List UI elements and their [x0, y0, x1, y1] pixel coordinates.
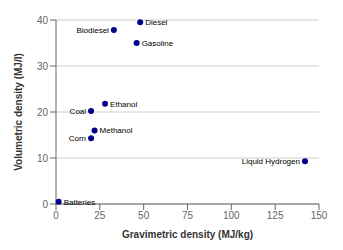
svg-text:0: 0	[53, 210, 59, 221]
svg-text:25: 25	[94, 210, 106, 221]
svg-text:50: 50	[138, 210, 150, 221]
svg-text:Biodiesel: Biodiesel	[76, 26, 109, 35]
svg-text:125: 125	[267, 210, 284, 221]
svg-text:Ethanol: Ethanol	[110, 100, 137, 109]
svg-text:10: 10	[37, 153, 49, 164]
svg-text:20: 20	[37, 107, 49, 118]
svg-text:Methanol: Methanol	[100, 126, 133, 135]
svg-text:Corn: Corn	[69, 134, 86, 143]
svg-text:Gravimetric density (MJ/kg): Gravimetric density (MJ/kg)	[122, 229, 253, 240]
svg-text:0: 0	[42, 199, 48, 210]
svg-text:Volumetric density (MJ/l): Volumetric density (MJ/l)	[13, 53, 24, 171]
svg-text:150: 150	[311, 210, 328, 221]
svg-text:30: 30	[37, 61, 49, 72]
svg-text:100: 100	[223, 210, 240, 221]
svg-text:Coal: Coal	[70, 107, 87, 116]
svg-text:Batteries: Batteries	[64, 198, 96, 207]
svg-text:75: 75	[182, 210, 194, 221]
svg-text:40: 40	[37, 15, 49, 26]
svg-text:Gasoline: Gasoline	[142, 39, 174, 48]
svg-text:Diesel: Diesel	[145, 18, 167, 27]
svg-text:Liquid Hydrogen: Liquid Hydrogen	[242, 157, 300, 166]
